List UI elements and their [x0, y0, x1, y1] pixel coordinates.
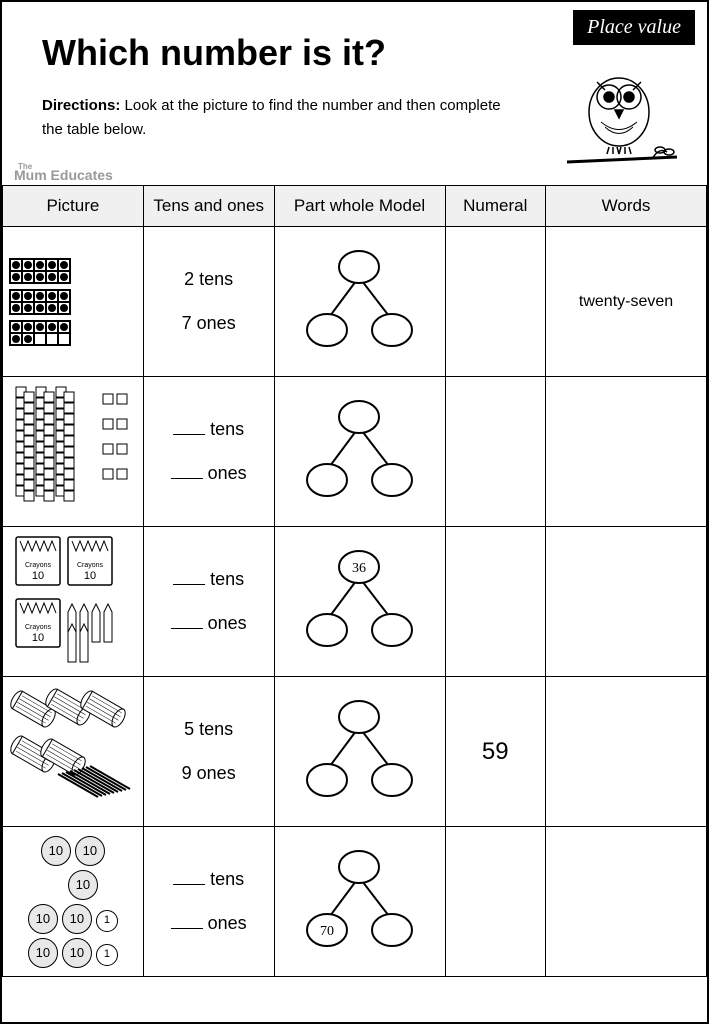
crayons-picture: Crayons 10 Crayons 10 Crayons 10: [8, 529, 138, 669]
cell-picture: [3, 227, 144, 377]
cell-words[interactable]: [546, 527, 707, 677]
cell-words[interactable]: twenty-seven: [546, 227, 707, 377]
ones-value: 9: [182, 763, 192, 783]
cell-pwm: [274, 227, 445, 377]
ones-label: ones: [197, 313, 236, 333]
ten-frame: [9, 289, 71, 315]
cell-tens-ones: 2 tens 7 ones: [143, 227, 274, 377]
table-row: Crayons 10 Crayons 10 Crayons 10 tens on…: [3, 527, 707, 677]
blank-tens[interactable]: [173, 871, 205, 885]
ones-label: ones: [197, 763, 236, 783]
ten-frame: [9, 320, 71, 346]
ten-frames-picture: [3, 252, 143, 352]
coins-picture: 1010 10 10101 10101: [3, 828, 143, 976]
cell-tens-ones: 5 tens 9 ones: [143, 677, 274, 827]
part-whole-model: 36: [292, 542, 427, 657]
svg-text:Crayons: Crayons: [25, 562, 52, 569]
sticks-picture: [8, 679, 138, 819]
col-picture: Picture: [3, 186, 144, 227]
ones-label: ones: [208, 913, 247, 933]
cell-numeral[interactable]: [445, 827, 546, 977]
tens-label: tens: [210, 419, 244, 439]
base10-picture: [8, 379, 138, 519]
owl-icon: [557, 52, 687, 192]
svg-text:70: 70: [320, 924, 334, 939]
cell-pwm: 70: [274, 827, 445, 977]
ones-value: 7: [182, 313, 192, 333]
blank-ones[interactable]: [171, 465, 203, 479]
cell-picture: [3, 377, 144, 527]
table-row: 2 tens 7 ones twenty-seven: [3, 227, 707, 377]
cell-numeral[interactable]: [445, 377, 546, 527]
directions: Directions: Look at the picture to find …: [42, 94, 507, 142]
cell-numeral[interactable]: [445, 227, 546, 377]
tens-value: 5: [184, 719, 194, 739]
cell-tens-ones: tens ones: [143, 527, 274, 677]
svg-text:10: 10: [32, 570, 44, 582]
svg-text:10: 10: [32, 632, 44, 644]
cell-picture: [3, 677, 144, 827]
cell-pwm: [274, 377, 445, 527]
cell-words[interactable]: [546, 827, 707, 977]
cell-words[interactable]: [546, 677, 707, 827]
tens-value: 2: [184, 269, 194, 289]
part-whole-model: [292, 392, 427, 507]
tens-label: tens: [210, 869, 244, 889]
col-pwm: Part whole Model: [274, 186, 445, 227]
cell-pwm: [274, 677, 445, 827]
svg-text:36: 36: [352, 561, 366, 576]
svg-text:Crayons: Crayons: [25, 624, 52, 631]
worksheet-page: Place value Which number is it? Directio…: [0, 0, 709, 1024]
cell-tens-ones: tens ones: [143, 377, 274, 527]
table-row: tens ones: [3, 377, 707, 527]
cell-words[interactable]: [546, 377, 707, 527]
cell-tens-ones: tens ones: [143, 827, 274, 977]
tens-label: tens: [210, 569, 244, 589]
watermark-text: Mum Educates: [14, 167, 113, 183]
worksheet-table: Picture Tens and ones Part whole Model N…: [2, 185, 707, 977]
blank-ones[interactable]: [171, 615, 203, 629]
svg-text:Crayons: Crayons: [77, 562, 104, 569]
cell-numeral[interactable]: [445, 527, 546, 677]
cell-picture: 1010 10 10101 10101: [3, 827, 144, 977]
table-row: 5 tens 9 ones 59: [3, 677, 707, 827]
svg-text:10: 10: [84, 570, 96, 582]
topic-badge: Place value: [573, 10, 695, 45]
cell-numeral[interactable]: 59: [445, 677, 546, 827]
blank-tens[interactable]: [173, 571, 205, 585]
col-numeral: Numeral: [445, 186, 546, 227]
part-whole-model: 70: [292, 842, 427, 957]
part-whole-model: [292, 692, 427, 807]
directions-label: Directions:: [42, 97, 120, 114]
part-whole-model: [292, 242, 427, 357]
cell-picture: Crayons 10 Crayons 10 Crayons 10: [3, 527, 144, 677]
tens-label: tens: [199, 719, 233, 739]
ones-label: ones: [208, 463, 247, 483]
blank-ones[interactable]: [171, 915, 203, 929]
blank-tens[interactable]: [173, 421, 205, 435]
ones-label: ones: [208, 613, 247, 633]
cell-pwm: 36: [274, 527, 445, 677]
tens-label: tens: [199, 269, 233, 289]
table-row: 1010 10 10101 10101 tens ones 70: [3, 827, 707, 977]
owl-illustration: [557, 52, 687, 192]
ten-frame: [9, 258, 71, 284]
col-tens-ones: Tens and ones: [143, 186, 274, 227]
